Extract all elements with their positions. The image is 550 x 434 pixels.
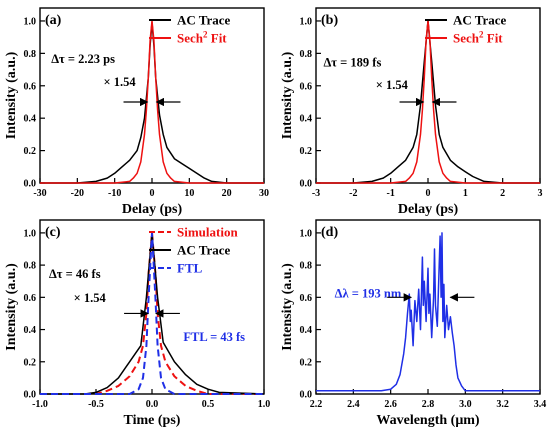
y-tick-label: 0.6 xyxy=(300,81,313,92)
y-tick-label: 0.2 xyxy=(300,146,313,157)
x-tick-label: -10 xyxy=(108,188,121,199)
series-line xyxy=(40,231,264,395)
y-tick-label: 0.4 xyxy=(300,114,313,125)
y-tick-label: 0.6 xyxy=(24,81,37,92)
x-axis-label: Wavelength (μm) xyxy=(376,413,480,428)
legend-label: AC Trace xyxy=(177,13,231,28)
x-tick-label: 1 xyxy=(463,188,468,199)
x-tick-label: -0.5 xyxy=(88,399,104,410)
x-tick-label: 3.2 xyxy=(496,399,509,410)
y-axis-label: Intensity (a.u.) xyxy=(280,263,295,351)
legend-label: Simulation xyxy=(177,225,238,240)
panel-label: (c) xyxy=(45,225,61,240)
plot-frame xyxy=(39,7,265,184)
y-tick-label: 0.2 xyxy=(300,357,313,368)
y-tick-label: 0.6 xyxy=(300,293,313,304)
panel-b: -3 -2 -1 0 1 2 3 0.0 0.2 0.4 0.6 0.8 1.0 Delay (ps) In… xyxy=(280,7,543,217)
x-tick-label: 3.0 xyxy=(459,399,472,410)
x-tick-label: 0.0 xyxy=(146,399,159,410)
plot-frame xyxy=(315,219,541,395)
y-tick-label: 1.0 xyxy=(300,16,313,27)
series-line xyxy=(316,232,540,392)
y-axis-label: Intensity (a.u.) xyxy=(280,51,295,139)
series-line xyxy=(40,231,264,395)
annotation: × 1.54 xyxy=(376,78,409,92)
legend-label: AC Trace xyxy=(177,243,231,258)
legend-label: Sech2 Fit xyxy=(177,30,227,46)
x-tick-label: 2 xyxy=(500,188,505,199)
panel-d: 2.2 2.4 2.6 2.8 3.0 3.2 3.4 0.0 0.2 0.4 0.6 0.8 1.0 W… xyxy=(280,219,547,428)
x-tick-label: 2.6 xyxy=(384,399,397,410)
x-axis-label: Time (ps) xyxy=(124,413,181,428)
annotation: Δλ = 193 nm xyxy=(335,286,402,300)
annotation: Δτ = 2.23 ps xyxy=(51,52,115,66)
x-tick-label: -2 xyxy=(349,188,357,199)
y-tick-label: 0.0 xyxy=(24,390,37,401)
panel-label: (b) xyxy=(321,13,338,28)
x-tick-label: 3.4 xyxy=(534,399,547,410)
y-axis-label: Intensity (a.u.) xyxy=(4,51,19,139)
x-tick-label: -1.0 xyxy=(32,399,48,410)
panel-label: (a) xyxy=(45,13,62,28)
x-tick-label: 0.5 xyxy=(202,399,215,410)
y-tick-label: 0.8 xyxy=(24,261,37,272)
x-tick-label: -1 xyxy=(386,188,394,199)
annotation: Δτ = 189 fs xyxy=(323,55,381,69)
x-axis-label: Delay (ps) xyxy=(122,202,183,217)
y-tick-label: 1.0 xyxy=(24,228,37,239)
y-tick-label: 1.0 xyxy=(24,16,37,27)
annotation: × 1.54 xyxy=(74,291,107,305)
y-axis-label: Intensity (a.u.) xyxy=(4,263,19,351)
plot-frame xyxy=(315,7,541,184)
y-tick-label: 1.0 xyxy=(300,228,313,239)
y-tick-label: 0.6 xyxy=(24,293,37,304)
annotation: FTL = 43 fs xyxy=(183,330,245,344)
x-axis-label: Delay (ps) xyxy=(398,202,459,217)
y-tick-label: 0.0 xyxy=(300,179,313,190)
y-tick-label: 0.8 xyxy=(24,49,37,60)
legend-label: AC Trace xyxy=(453,13,507,28)
y-tick-label: 0.4 xyxy=(24,114,37,125)
y-tick-label: 0.0 xyxy=(300,390,313,401)
x-tick-label: 0 xyxy=(426,188,431,199)
panel-label: (d) xyxy=(321,225,338,240)
series-line xyxy=(40,20,264,184)
legend-label: FTL xyxy=(177,261,203,276)
y-tick-label: 0.2 xyxy=(24,146,37,157)
x-tick-label: 30 xyxy=(259,188,269,199)
y-tick-label: 0.4 xyxy=(24,325,37,336)
x-tick-label: 0 xyxy=(150,188,155,199)
x-tick-label: 10 xyxy=(184,188,194,199)
series-line xyxy=(316,20,540,184)
x-tick-label: 2.2 xyxy=(310,399,323,410)
panel-a: -30 -20 -10 0 10 20 30 0.0 0.2 0.4 0.6 0.8 1.0 Delay … xyxy=(4,7,269,217)
x-tick-label: 1.0 xyxy=(258,399,271,410)
x-tick-label: 2.8 xyxy=(422,399,435,410)
y-tick-label: 0.2 xyxy=(24,357,37,368)
series-line xyxy=(40,232,265,395)
y-tick-label: 0.4 xyxy=(300,325,313,336)
x-tick-label: -30 xyxy=(33,188,46,199)
x-tick-label: 3 xyxy=(538,188,543,199)
y-tick-label: 0.0 xyxy=(24,179,37,190)
y-tick-label: 0.8 xyxy=(300,49,313,60)
legend-label: Sech2 Fit xyxy=(453,30,503,46)
x-tick-label: 20 xyxy=(222,188,232,199)
panel-c: -1.0 -0.5 0.0 0.5 1.0 0.0 0.2 0.4 0.6 0.8 1.0 Time … xyxy=(4,219,271,428)
x-tick-label: -3 xyxy=(312,188,320,199)
series-line xyxy=(40,21,264,184)
x-tick-label: 2.4 xyxy=(347,399,360,410)
annotation: Δτ = 46 fs xyxy=(49,267,101,281)
x-tick-label: -20 xyxy=(71,188,84,199)
y-tick-label: 0.8 xyxy=(300,261,313,272)
annotation: × 1.54 xyxy=(103,75,136,89)
series-line xyxy=(316,20,540,184)
